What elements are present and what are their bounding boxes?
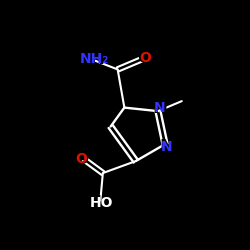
Text: N: N — [152, 99, 168, 117]
Text: O: O — [138, 49, 153, 67]
Text: N: N — [154, 101, 166, 115]
Text: HO: HO — [86, 194, 117, 212]
Text: O: O — [75, 152, 87, 166]
Text: NH₂: NH₂ — [79, 52, 108, 66]
Text: O: O — [73, 150, 88, 168]
Text: HO: HO — [90, 196, 113, 210]
Text: NH₂: NH₂ — [75, 50, 113, 68]
Text: N: N — [161, 140, 173, 154]
Text: N: N — [160, 138, 174, 156]
Text: O: O — [139, 51, 151, 65]
